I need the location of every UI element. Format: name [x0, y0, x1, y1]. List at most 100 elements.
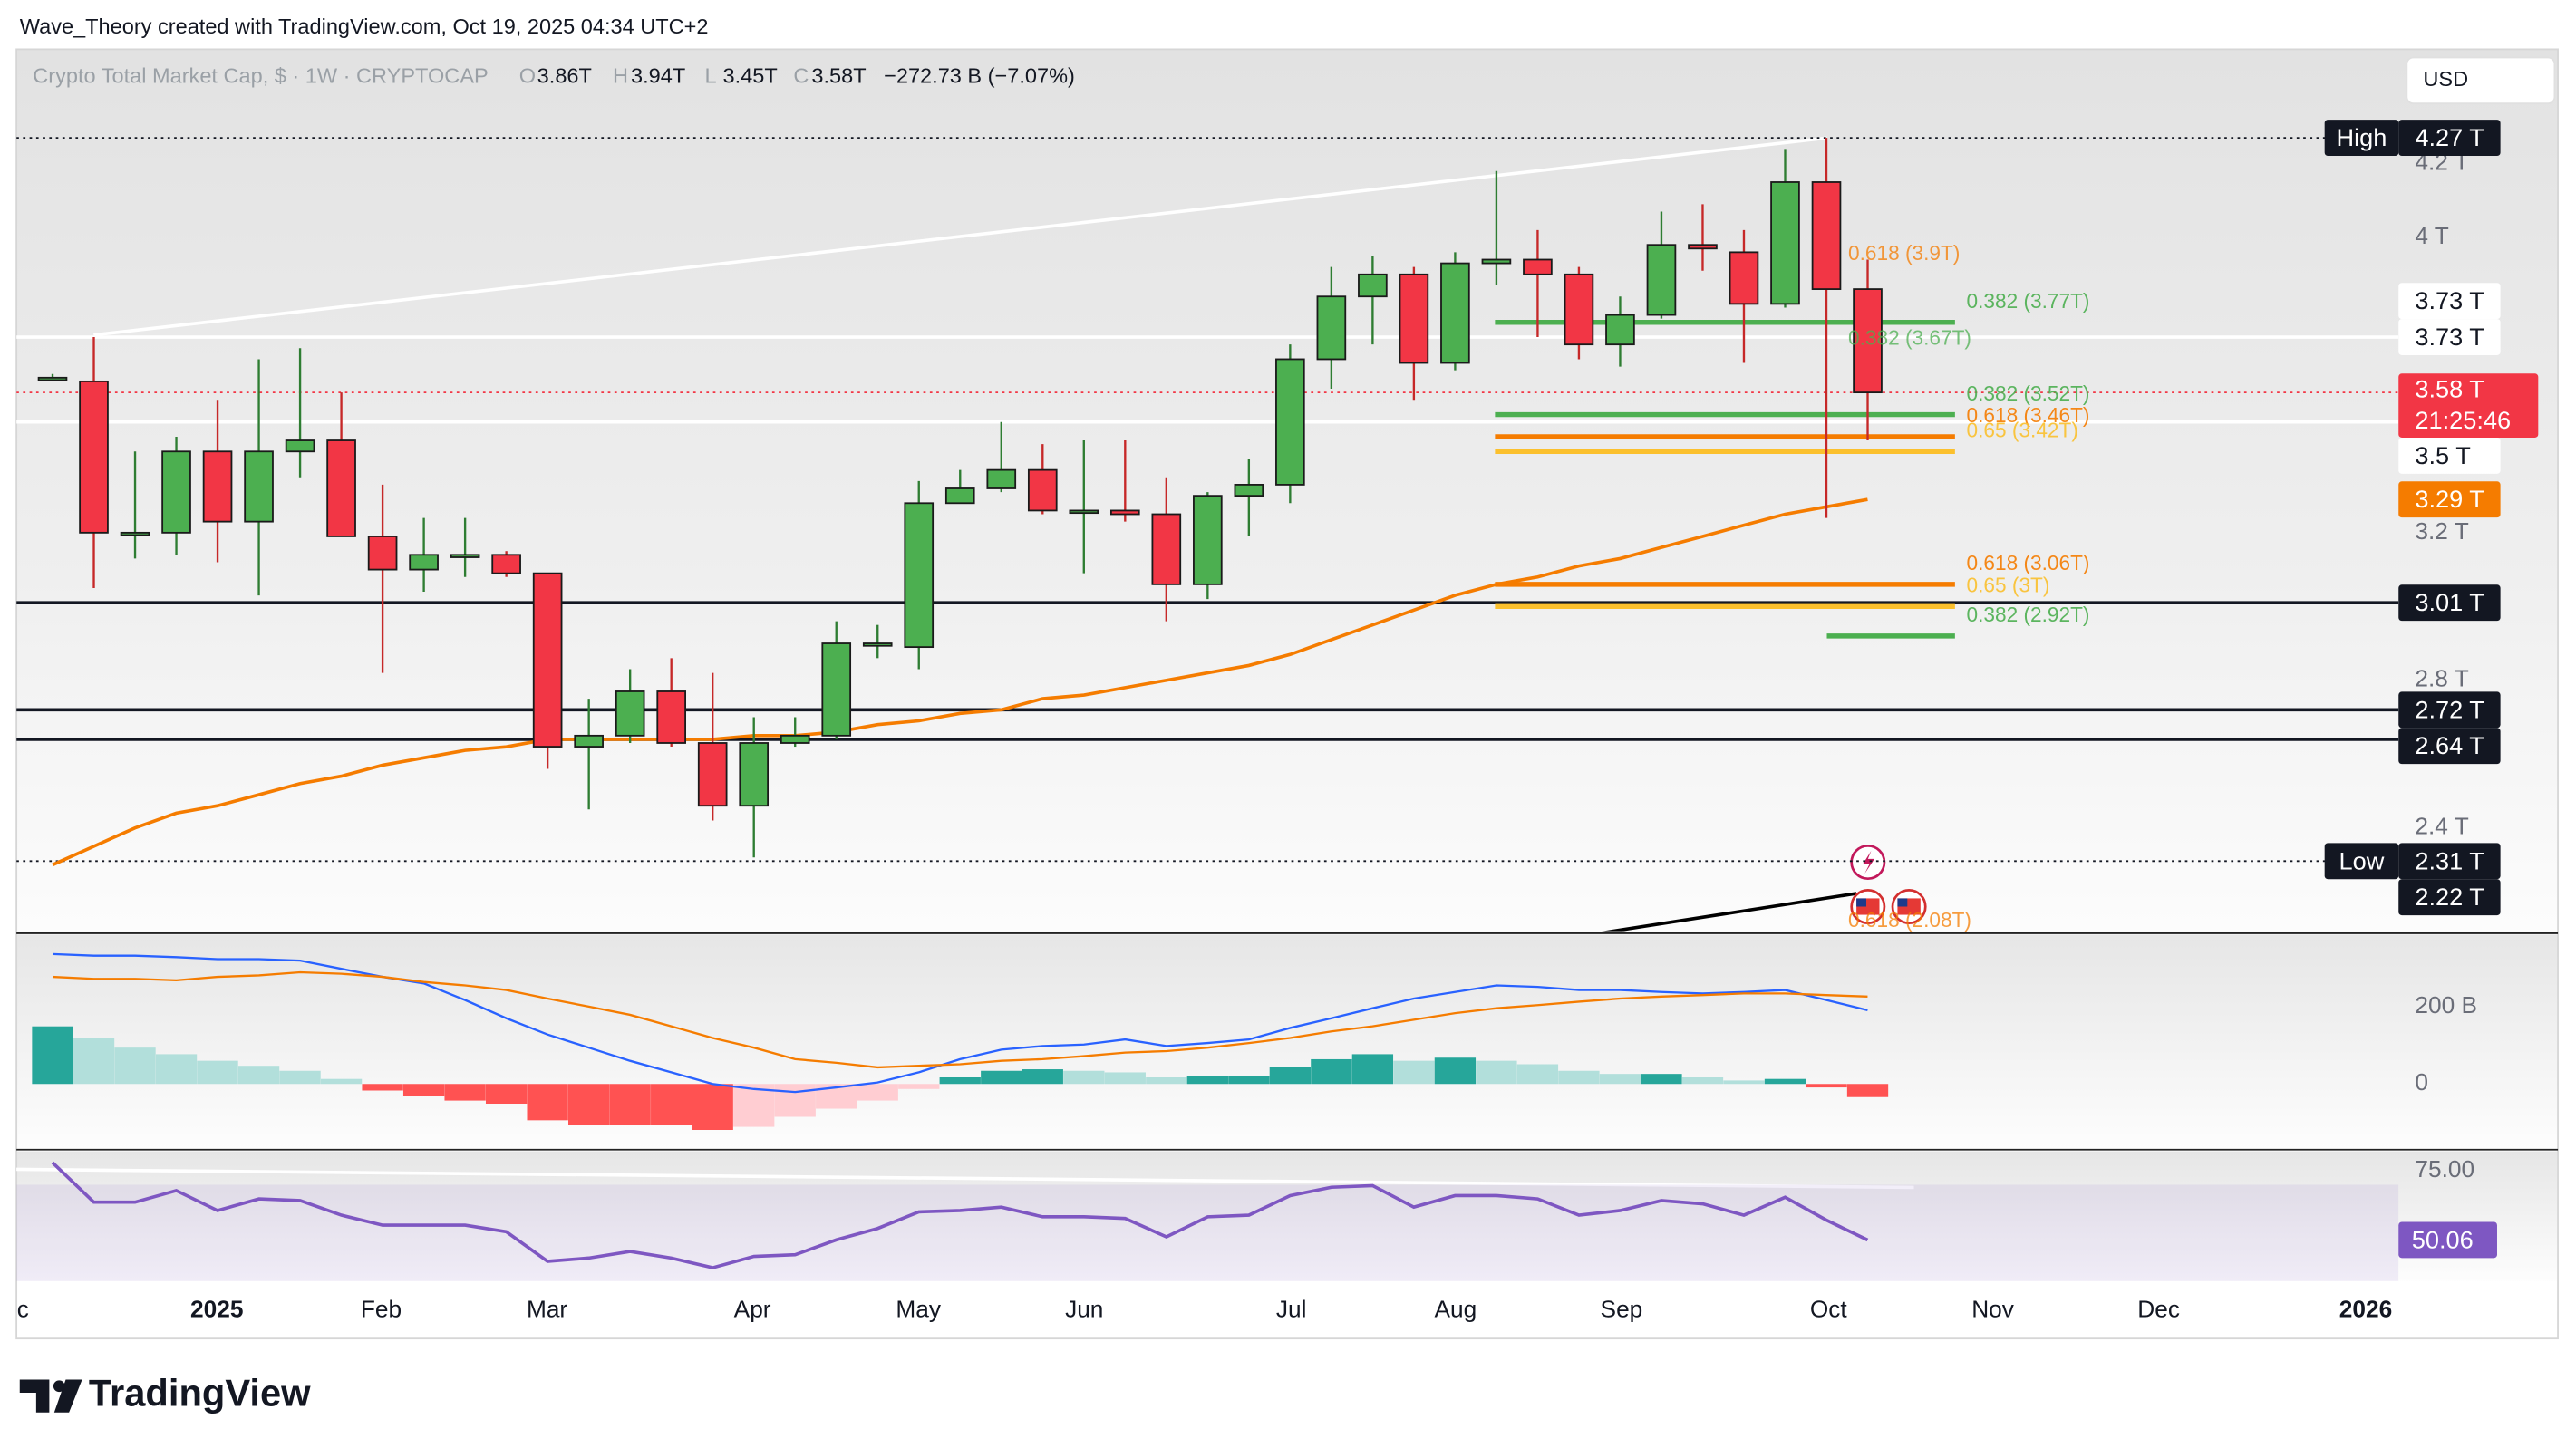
- histogram-bar: [237, 1066, 280, 1085]
- candle-body: [1481, 258, 1512, 265]
- currency[interactable]: USD: [2423, 67, 2468, 91]
- candle-body: [821, 642, 852, 737]
- currency-button[interactable]: [2406, 56, 2556, 105]
- y-tick-label: 200 B: [2415, 991, 2477, 1018]
- histogram-bar: [73, 1038, 115, 1085]
- candle-body: [739, 742, 770, 807]
- rsi-trendline: [16, 1167, 1914, 1190]
- price-badge: [2398, 373, 2539, 438]
- price-badge-label: 2.72 T: [2415, 695, 2484, 723]
- main-pane: [16, 49, 2559, 933]
- y-tick-label: 3.2 T: [2415, 517, 2468, 545]
- event-icons: [1850, 845, 1927, 924]
- tag-badge: [2324, 120, 2399, 157]
- ohlc-key: H: [613, 63, 628, 87]
- price-badge-label: 4.27 T: [2415, 123, 2484, 151]
- histogram-bar: [1476, 1060, 1517, 1085]
- brand: TradingView: [89, 1372, 311, 1414]
- candle-body: [37, 376, 68, 381]
- price-badge: [2398, 879, 2501, 916]
- histogram-bar: [1269, 1067, 1312, 1085]
- price-badge-label: 3.58 T: [2415, 374, 2484, 402]
- price-badge: [2398, 120, 2501, 157]
- histogram-bar: [1146, 1076, 1187, 1085]
- histogram-bar: [1558, 1070, 1600, 1085]
- x-tick-label: Mar: [527, 1295, 567, 1322]
- histogram-bar: [939, 1076, 981, 1085]
- candle-body: [491, 554, 521, 574]
- candle-body: [532, 572, 563, 748]
- symbol: Crypto Total Market Cap, $ · 1W · CRYPTO…: [33, 63, 489, 87]
- price-badge: [2398, 584, 2501, 622]
- price-badge: [2398, 283, 2501, 320]
- candle-body: [1275, 358, 1305, 486]
- price-badge-label: 2.31 T: [2415, 846, 2484, 874]
- macd-line: [52, 952, 1868, 1094]
- fib-label: 0.618 (3.46T): [1967, 403, 2090, 427]
- candle-body: [986, 468, 1017, 489]
- logo: TradingView: [19, 1372, 311, 1414]
- histogram-bar: [774, 1084, 816, 1117]
- logo-mark: [53, 1379, 82, 1413]
- price-badge-label: 3.29 T: [2415, 485, 2484, 513]
- change: −272.73 B (−7.07%): [884, 63, 1075, 87]
- candle-body: [1399, 273, 1429, 364]
- price-badge: [2398, 843, 2501, 880]
- drawings: [93, 136, 1857, 932]
- price-badge-label: 3.5 T: [2415, 441, 2470, 469]
- rsi-badge-label: 50.06: [2412, 1225, 2474, 1253]
- histogram-bar: [651, 1084, 692, 1125]
- fib-label: 0.618 (2.08T): [1848, 908, 1971, 932]
- ohlc-value: 3.58T: [811, 63, 866, 87]
- flag: [1856, 898, 1866, 907]
- y-tick-label: 4 T: [2415, 222, 2448, 249]
- histogram-bar: [362, 1084, 403, 1091]
- histogram-bar: [1641, 1074, 1682, 1085]
- histogram-bar: [1311, 1058, 1352, 1085]
- candle-body: [697, 742, 728, 807]
- histogram-bar: [692, 1084, 733, 1130]
- flag: [1897, 898, 1908, 907]
- layer: [32, 952, 1889, 1130]
- x-tick-label: 2026: [2339, 1295, 2392, 1322]
- histogram-bar: [981, 1070, 1022, 1085]
- trendline: [93, 136, 1827, 337]
- candle-body: [1069, 509, 1099, 515]
- histogram-bar: [1806, 1084, 1847, 1088]
- macd-line: [52, 970, 1868, 1069]
- candle-body: [1440, 262, 1470, 364]
- moving-average: [52, 497, 1868, 867]
- ohlc-key: L: [705, 63, 717, 87]
- candle-body: [574, 734, 604, 748]
- ohlc-value: 3.94T: [631, 63, 685, 87]
- ohlc-key: C: [793, 63, 809, 87]
- histogram-bar: [1846, 1084, 1889, 1097]
- candle-body: [1770, 181, 1800, 305]
- event-icon-glyph: [1863, 850, 1875, 874]
- price-badge: [2398, 437, 2501, 474]
- histogram-bar: [898, 1084, 940, 1089]
- histogram-bar: [114, 1047, 156, 1085]
- price-badge: [2398, 481, 2501, 518]
- candle-body: [450, 554, 480, 558]
- histogram-bar: [32, 1026, 73, 1085]
- x-tick-label: Feb: [361, 1295, 402, 1322]
- histogram-bar: [733, 1084, 775, 1127]
- layer: [16, 137, 2399, 867]
- candle-body: [244, 450, 274, 523]
- candle-body: [944, 487, 975, 505]
- candle-body: [202, 450, 233, 523]
- candle-body: [409, 554, 439, 571]
- price-badge-label: 2.22 T: [2415, 883, 2484, 911]
- histogram-bar: [1764, 1078, 1806, 1085]
- ohlc-key: O: [519, 63, 536, 87]
- histogram-bar: [1516, 1064, 1559, 1085]
- candle-body: [1027, 468, 1058, 512]
- histogram-bar: [279, 1070, 321, 1085]
- histogram-bar: [857, 1084, 898, 1101]
- candle-body: [1234, 484, 1264, 497]
- x-tick-label: Jun: [1065, 1295, 1103, 1322]
- histogram-bar: [527, 1084, 568, 1121]
- y-tick-label: 0: [2415, 1068, 2428, 1096]
